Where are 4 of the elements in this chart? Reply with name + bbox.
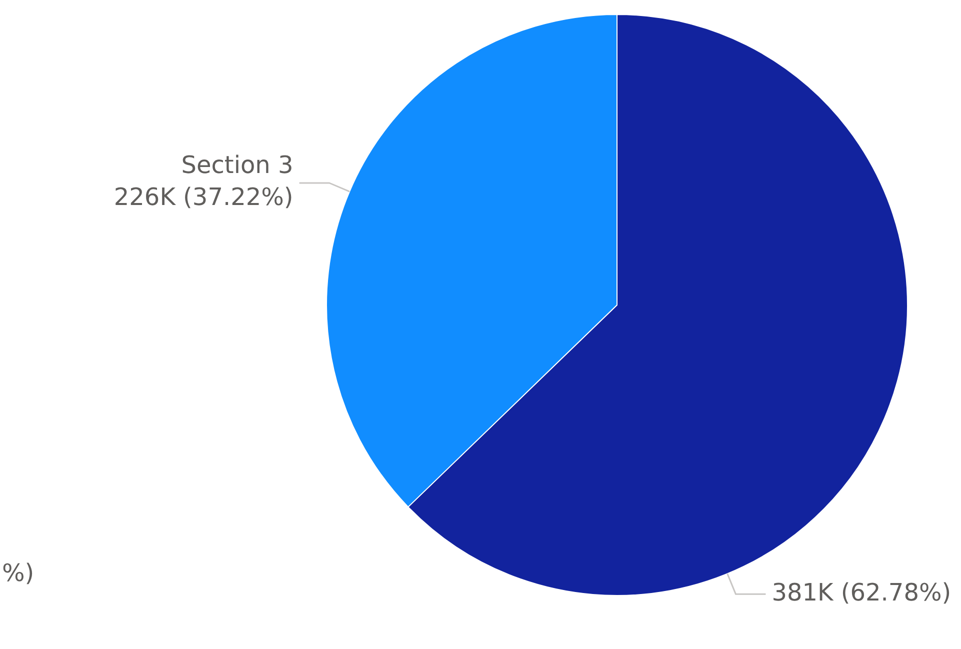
data-label: 226K (37.22%) <box>114 183 294 212</box>
data-label: 381K (62.78%) <box>772 578 952 606</box>
slice-label: Section 3 <box>181 151 294 180</box>
text: %) <box>2 559 34 588</box>
